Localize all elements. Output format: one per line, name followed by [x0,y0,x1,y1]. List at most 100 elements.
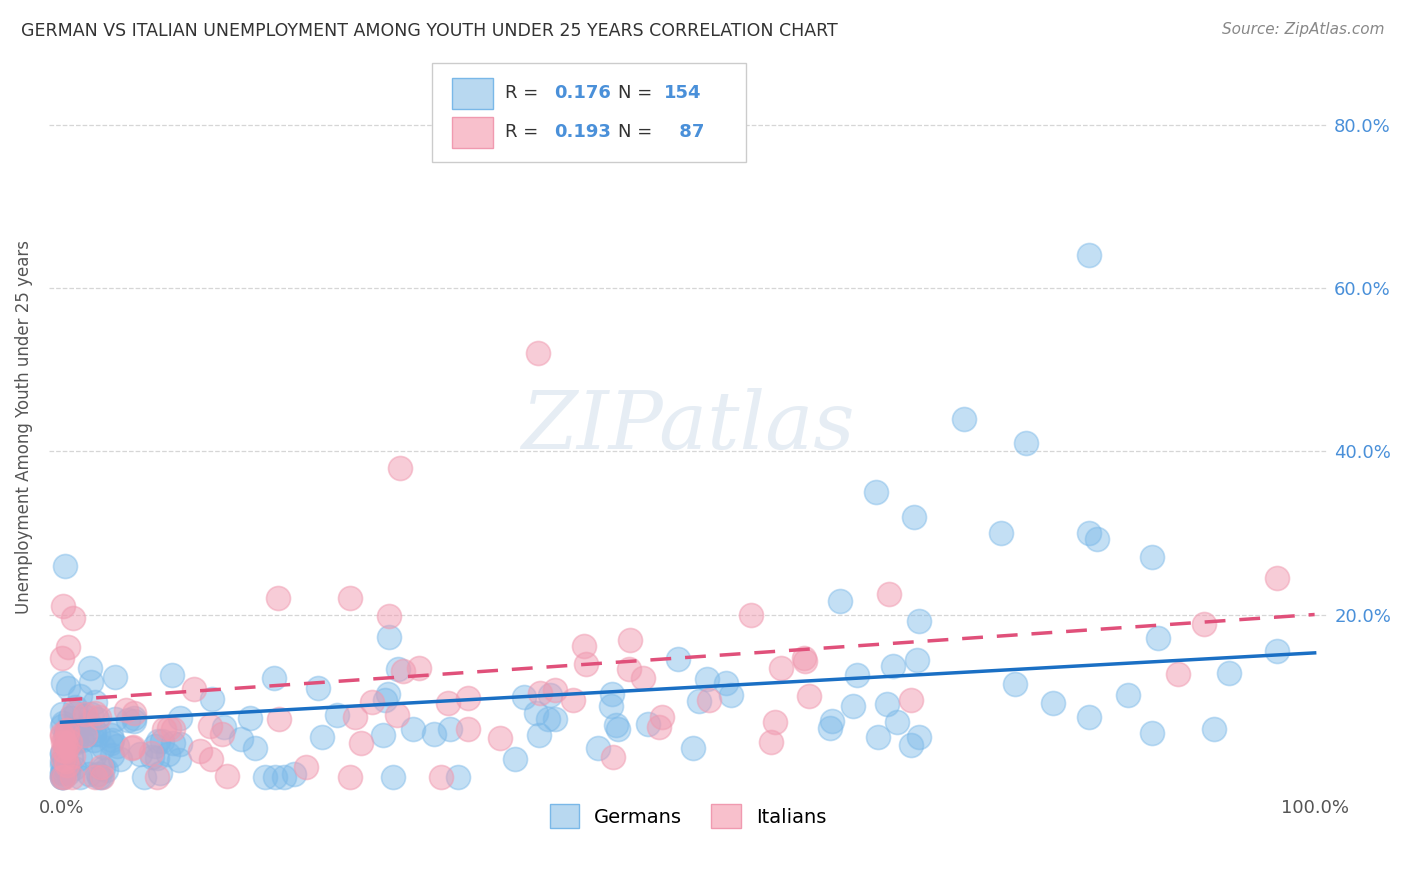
Point [408,661,430,675]
Point [436,696,458,710]
Point [1265,644,1288,658]
Point [84,770,107,784]
Point [169,737,191,751]
Point [374,693,396,707]
Point [1078,248,1101,262]
Point [59,735,82,749]
Point [72,733,94,747]
Point [91,761,114,775]
Point [211,727,233,741]
Point [87,710,110,724]
Point [53,736,76,750]
Point [283,767,305,781]
Point [94,763,117,777]
Point [1116,688,1139,702]
Point [392,664,415,678]
Point [350,736,373,750]
Point [87,727,110,741]
Point [52,770,75,784]
Point [512,690,534,705]
Text: GERMAN VS ITALIAN UNEMPLOYMENT AMONG YOUTH UNDER 25 YEARS CORRELATION CHART: GERMAN VS ITALIAN UNEMPLOYMENT AMONG YOU… [21,22,838,40]
Point [343,710,366,724]
Point [1087,532,1109,546]
Point [51,754,73,768]
Text: 154: 154 [664,85,702,103]
Point [905,652,928,666]
Point [423,727,446,741]
Text: R =: R = [505,123,544,141]
Point [378,609,401,624]
Point [190,744,212,758]
Point [1078,709,1101,723]
Point [631,671,654,685]
Point [56,758,79,772]
Point [83,733,105,747]
Point [141,750,163,764]
Point [63,761,86,775]
Point [818,721,841,735]
Point [339,591,361,606]
Point [263,671,285,685]
Point [79,707,101,722]
Point [339,770,361,784]
Point [101,748,124,763]
Point [243,741,266,756]
Point [83,723,105,738]
Point [793,651,815,665]
Point [536,712,558,726]
Point [52,599,75,613]
Point [908,730,931,744]
Point [51,746,73,760]
Point [886,714,908,729]
Point [990,525,1012,540]
Point [740,607,762,622]
Point [83,749,105,764]
Point [457,723,479,737]
Point [648,720,671,734]
Point [75,706,97,721]
Point [697,693,720,707]
Point [387,662,409,676]
Point [91,770,114,784]
Point [385,708,408,723]
Point [214,720,236,734]
Point [561,692,583,706]
Point [900,738,922,752]
Point [100,728,122,742]
Point [51,651,73,665]
Point [1147,631,1170,645]
Point [134,770,156,784]
Point [110,752,132,766]
Point [682,741,704,756]
Point [263,770,285,784]
Point [267,712,290,726]
Point [114,703,136,717]
Text: N =: N = [617,85,658,103]
Point [52,735,75,749]
Point [529,686,551,700]
Text: N =: N = [617,123,658,141]
Point [759,735,782,749]
Point [51,727,73,741]
Point [62,735,84,749]
Point [62,706,84,720]
Point [53,757,76,772]
Point [229,732,252,747]
Point [55,725,77,739]
Point [149,766,172,780]
Point [84,706,107,720]
Point [217,769,239,783]
Point [1167,667,1189,681]
Point [156,747,179,762]
Point [696,672,718,686]
Point [865,485,887,500]
Point [908,614,931,628]
Point [447,770,470,784]
Point [122,740,145,755]
Point [1004,676,1026,690]
Point [121,741,143,756]
Point [651,710,673,724]
Point [538,688,561,702]
Point [794,654,817,668]
Point [80,675,103,690]
